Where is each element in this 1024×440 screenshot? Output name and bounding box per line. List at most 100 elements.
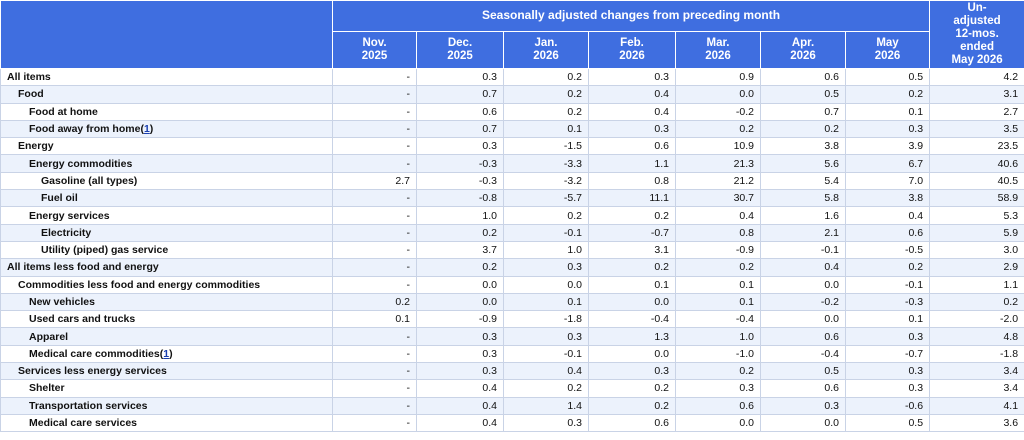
cell-unadjusted: 3.4 xyxy=(929,379,1024,398)
row-label: Used cars and trucks xyxy=(0,310,333,329)
cell-value: 0.4 xyxy=(416,396,504,415)
cell-value: -0.9 xyxy=(416,310,504,329)
cell-value: -0.7 xyxy=(844,344,931,364)
cell-value: - xyxy=(332,102,417,121)
cell-unadjusted: 0.2 xyxy=(929,292,1024,312)
cell-value: 2.7 xyxy=(332,171,417,191)
cell-value: -0.2 xyxy=(675,102,761,121)
table-row: Food -0.7 0.2 0.4 0.0 0.5 0.2 3.1 xyxy=(0,85,1024,104)
cell-value: 0.8 xyxy=(588,171,676,191)
cell-value: - xyxy=(332,240,417,260)
cell-value: -0.7 xyxy=(588,223,676,242)
cell-value: 0.1 xyxy=(675,292,761,312)
cell-value: 0.2 xyxy=(588,258,676,277)
cell-value: 0.0 xyxy=(503,275,589,294)
cell-value: - xyxy=(332,206,417,225)
cell-value: 0.2 xyxy=(503,85,589,104)
cell-value: 3.8 xyxy=(844,189,931,208)
cell-value: 0.8 xyxy=(675,223,761,242)
cell-value: - xyxy=(332,223,417,242)
cell-value: 0.0 xyxy=(416,292,504,312)
row-label: Services less energy services xyxy=(0,362,333,381)
table-row: Food at home -0.6 0.2 0.4 -0.2 0.7 0.1 2.7 xyxy=(0,102,1024,121)
row-label: Apparel xyxy=(0,327,333,346)
cell-value: 0.3 xyxy=(416,362,504,381)
cell-value: 0.2 xyxy=(588,379,676,398)
cell-value: 0.3 xyxy=(416,67,504,87)
cell-value: 0.3 xyxy=(844,327,931,346)
cell-value: 0.3 xyxy=(844,119,931,139)
cell-value: 3.7 xyxy=(416,240,504,260)
cell-value: 0.3 xyxy=(588,362,676,381)
cell-value: 0.4 xyxy=(844,206,931,225)
cell-value: 0.3 xyxy=(503,327,589,346)
header-month: Jan. 2026 xyxy=(503,31,589,69)
row-label: Energy commodities xyxy=(0,154,333,173)
cell-unadjusted: 4.1 xyxy=(929,396,1024,415)
row-label: Energy xyxy=(0,137,333,156)
cell-unadjusted: 5.9 xyxy=(929,223,1024,242)
header-month: Dec. 2025 xyxy=(416,31,504,69)
table-row: Gasoline (all types) 2.7 -0.3 -3.2 0.8 21.2 5.… xyxy=(0,171,1024,191)
cell-value: 0.1 xyxy=(588,275,676,294)
cell-value: 0.0 xyxy=(588,292,676,312)
row-label: Energy services xyxy=(0,206,333,225)
header-month: May 2026 xyxy=(844,31,931,69)
cell-unadjusted: 40.6 xyxy=(929,154,1024,173)
table-row: Shelter -0.4 0.2 0.2 0.3 0.6 0.3 3.4 xyxy=(0,379,1024,398)
cell-value: 30.7 xyxy=(675,189,761,208)
cell-value: 0.4 xyxy=(675,206,761,225)
row-label: Transportation services xyxy=(0,396,333,415)
cell-value: 5.8 xyxy=(760,189,846,208)
footnote-link[interactable]: 1 xyxy=(143,123,150,136)
header-group-title: Seasonally adjusted changes from precedi… xyxy=(331,0,931,32)
table-row: Energy commodities - -0.3 -3.3 1.1 21.3 5.6 6.7… xyxy=(0,154,1024,173)
cell-value: -3.2 xyxy=(503,171,589,191)
cell-value: 0.2 xyxy=(503,379,589,398)
cell-value: 0.2 xyxy=(416,223,504,242)
cell-value: 0.4 xyxy=(503,362,589,381)
cell-value: - xyxy=(332,119,417,139)
row-label: Commodities less food and energy commodi… xyxy=(0,275,333,294)
cell-value: 0.0 xyxy=(760,275,846,294)
table-row: Apparel -0.3 0.3 1.3 1.0 0.6 0.3 4.8 xyxy=(0,327,1024,346)
cell-value: -0.3 xyxy=(844,292,931,312)
header-month: Mar. 2026 xyxy=(675,31,761,69)
cell-unadjusted: 5.3 xyxy=(929,206,1024,225)
cell-value: 2.1 xyxy=(760,223,846,242)
cell-value: 0.2 xyxy=(588,206,676,225)
cell-value: 10.9 xyxy=(675,137,761,156)
cell-unadjusted: 1.1 xyxy=(929,275,1024,294)
cell-unadjusted: -2.0 xyxy=(929,310,1024,329)
table-row: Used cars and trucks 0.1 -0.9 -1.8 -0.4 -0.4 0… xyxy=(0,310,1024,329)
cell-value: 0.6 xyxy=(844,223,931,242)
row-label: Electricity xyxy=(0,223,333,242)
cell-unadjusted: 3.4 xyxy=(929,362,1024,381)
cell-value: 11.1 xyxy=(588,189,676,208)
cell-value: 0.2 xyxy=(332,292,417,312)
cell-value: 6.7 xyxy=(844,154,931,173)
cell-value: - xyxy=(332,258,417,277)
cell-value: 1.1 xyxy=(588,154,676,173)
cell-value: -0.1 xyxy=(503,223,589,242)
cell-value: 0.3 xyxy=(588,119,676,139)
header-month: Feb. 2026 xyxy=(588,31,676,69)
cell-value: -0.8 xyxy=(416,189,504,208)
cell-value: 0.3 xyxy=(675,379,761,398)
cell-value: 0.3 xyxy=(844,362,931,381)
header-month: Nov. 2025 xyxy=(332,31,417,69)
cell-value: 0.5 xyxy=(760,362,846,381)
cell-value: 0.0 xyxy=(760,310,846,329)
cell-value: 3.8 xyxy=(760,137,846,156)
cell-value: - xyxy=(332,396,417,415)
cell-unadjusted: 4.8 xyxy=(929,327,1024,346)
cell-value: - xyxy=(332,189,417,208)
footnote-link[interactable]: 1 xyxy=(163,347,170,360)
cell-value: 0.3 xyxy=(503,258,589,277)
cell-value: 1.0 xyxy=(503,240,589,260)
cell-value: 5.4 xyxy=(760,171,846,191)
cell-value: 0.7 xyxy=(416,119,504,139)
cell-value: 0.5 xyxy=(844,413,931,433)
cell-value: -0.4 xyxy=(760,344,846,364)
